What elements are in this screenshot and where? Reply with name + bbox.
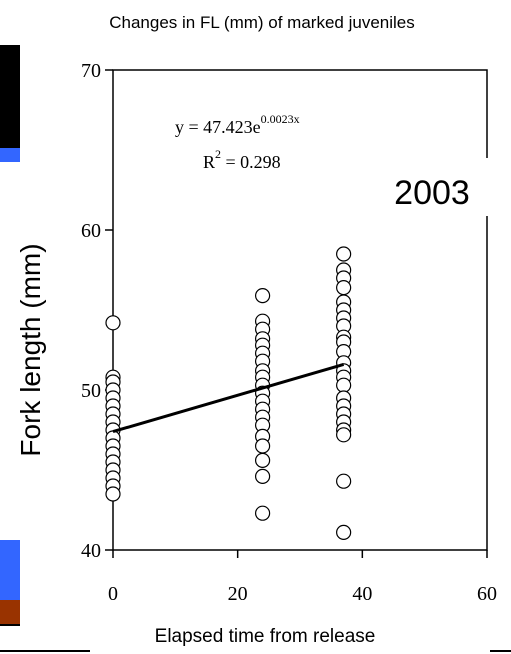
point <box>255 452 271 468</box>
chart-title: Changes in FL (mm) of marked juveniles <box>109 13 415 32</box>
point <box>255 288 271 304</box>
point <box>255 505 271 521</box>
edge-fragment <box>0 45 20 148</box>
x-axis-label: Elapsed time from release <box>155 626 376 647</box>
point <box>105 486 121 502</box>
annotation-box <box>368 158 508 216</box>
y-tick-label: 60 <box>81 220 101 242</box>
point <box>336 524 352 541</box>
r-squared-base: R <box>203 152 215 172</box>
point <box>255 438 271 454</box>
y-axis-label: Fork length (mm) <box>15 243 46 456</box>
edge-fragment <box>0 148 20 162</box>
x-tick-label: 60 <box>477 583 497 605</box>
point <box>336 427 352 443</box>
equation: y = 47.423e0.0023x <box>175 112 300 137</box>
y-tick-label: 40 <box>81 540 101 562</box>
x-tick-label: 0 <box>108 583 118 605</box>
x-tick-label: 40 <box>352 583 372 605</box>
point <box>255 468 271 484</box>
point <box>336 473 352 489</box>
point <box>336 246 352 262</box>
edge-fragment <box>0 600 20 625</box>
r-squared-exponent: 2 <box>215 147 221 161</box>
annotation: 2003 <box>394 174 470 212</box>
point <box>336 377 352 393</box>
plot-area: 40 50 60 70 0 20 40 60 2003 y = 47.423e0.0023x R2 … <box>81 60 508 605</box>
y-tick-label: 70 <box>81 60 101 82</box>
r-squared-rest: = 0.298 <box>221 152 281 172</box>
point <box>105 315 121 331</box>
plot-frame <box>112 69 488 551</box>
equation-exponent: 0.0023x <box>261 112 300 126</box>
point <box>336 280 352 296</box>
x-tick-label: 20 <box>228 583 248 605</box>
trend-line <box>112 362 345 434</box>
equation-base: y = 47.423e <box>175 117 261 137</box>
y-tick-label: 50 <box>81 380 101 402</box>
r-squared: R2 = 0.298 <box>203 147 281 172</box>
